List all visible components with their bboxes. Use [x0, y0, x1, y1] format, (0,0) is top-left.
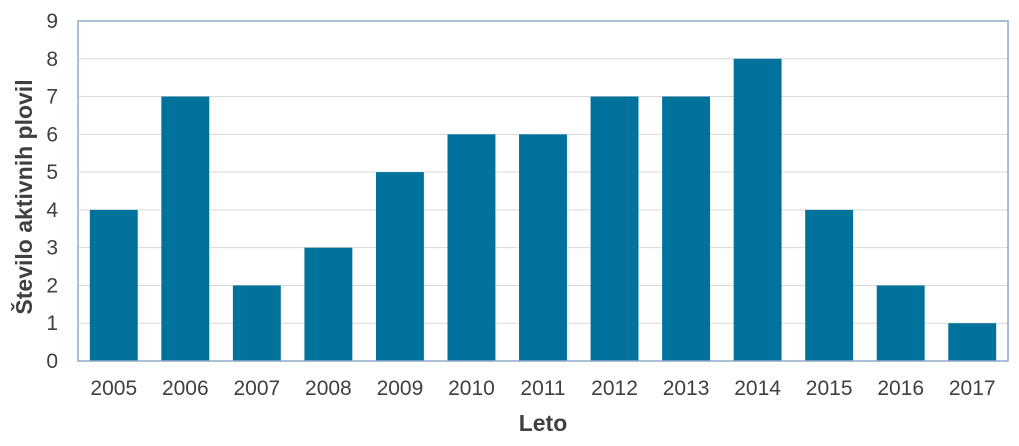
- bar: [733, 58, 782, 362]
- x-tick-label: 2007: [233, 377, 280, 400]
- x-tick-label: 2010: [448, 377, 495, 400]
- x-tick-label: 2006: [162, 377, 209, 400]
- y-tick-label: 5: [46, 161, 58, 184]
- y-axis-ticks: 0 1 2 3 4 5 6 7 8 9: [46, 10, 58, 373]
- bar: [232, 285, 281, 361]
- x-axis-title: Leto: [519, 410, 568, 436]
- y-tick-label: 1: [46, 312, 58, 335]
- y-axis-title: Število aktivnih plovil: [10, 79, 37, 314]
- y-tick-label: 7: [46, 86, 58, 109]
- y-tick-label: 8: [46, 48, 58, 71]
- y-tick-label: 6: [46, 123, 58, 146]
- y-tick-label: 0: [46, 350, 58, 373]
- bar: [89, 209, 138, 361]
- y-tick-label: 9: [46, 10, 58, 33]
- x-tick-label: 2017: [949, 377, 996, 400]
- x-axis-ticks: 2005 2006 2007 2008 2009 2010 2011 2012 2013 2014…: [90, 377, 995, 400]
- bar: [447, 134, 496, 361]
- x-tick-label: 2008: [305, 377, 352, 400]
- bar: [590, 96, 639, 362]
- bar: [519, 134, 567, 361]
- x-tick-label: 2012: [591, 377, 638, 400]
- bar: [375, 172, 424, 361]
- y-tick-label: 2: [46, 274, 58, 297]
- bars: [89, 58, 997, 362]
- x-tick-label: 2005: [90, 377, 137, 400]
- x-tick-label: 2014: [734, 377, 781, 400]
- bar: [948, 323, 997, 361]
- bar: [304, 247, 353, 361]
- y-tick-label: 4: [46, 199, 58, 222]
- plot-frame: [77, 20, 1009, 362]
- x-tick-label: 2013: [663, 377, 710, 400]
- bar: [161, 96, 210, 362]
- x-tick-label: 2015: [806, 377, 853, 400]
- bar: [805, 209, 854, 361]
- y-tick-label: 3: [46, 237, 58, 260]
- x-tick-label: 2009: [377, 377, 424, 400]
- bar: [876, 285, 925, 361]
- x-tick-label: 2011: [520, 377, 565, 400]
- x-tick-label: 2016: [877, 377, 924, 400]
- bar: [662, 96, 711, 362]
